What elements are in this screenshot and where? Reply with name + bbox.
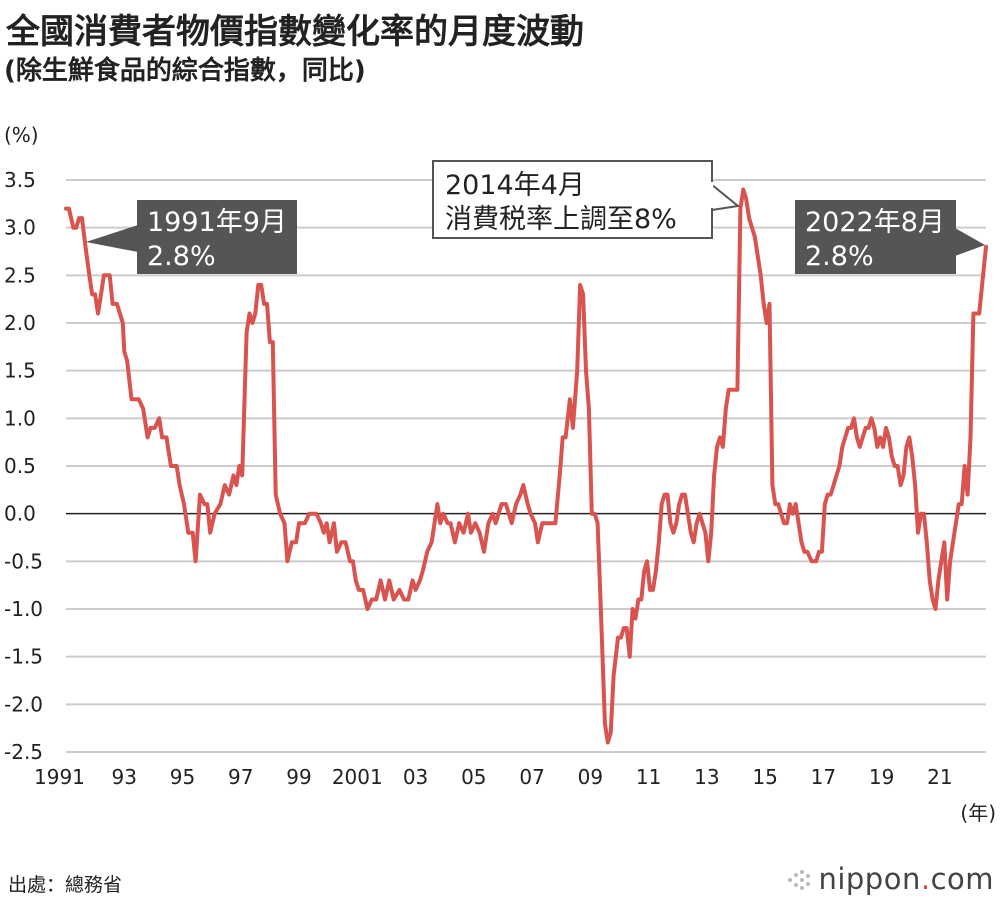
x-tick-label: 95 — [170, 765, 195, 789]
y-tick-label: -0.5 — [4, 549, 43, 573]
y-tick-label: -2.5 — [4, 740, 43, 764]
x-axis-label: (年) — [960, 801, 996, 825]
line-chart: (%) 3.5 3.0 2.5 2.0 1.5 1.0 0.5 0.0 -0.5 -1.0 -1.5… — [4, 123, 996, 825]
y-tick-label: 2.5 — [4, 263, 36, 287]
x-tick-label: 93 — [112, 765, 137, 789]
y-tick-label: -1.5 — [4, 645, 43, 669]
annotation-1991-line1: 1991年9月 — [147, 207, 287, 238]
nippon-logo: nippon.com — [786, 862, 994, 896]
x-tick-label: 07 — [519, 765, 544, 789]
annotation-2022-line1: 2022年8月 — [805, 207, 945, 238]
logo-dot: . — [920, 862, 931, 896]
annotation-2022-line2: 2.8% — [805, 241, 874, 272]
y-tick-label: 3.5 — [4, 168, 36, 192]
annotation-1991: 1991年9月 2.8% — [86, 200, 297, 274]
x-tick-label: 19 — [869, 765, 894, 789]
y-tick-labels: 3.5 3.0 2.5 2.0 1.5 1.0 0.5 0.0 -0.5 -1.0 -1.5 -2.0… — [4, 168, 43, 764]
logo-text: nippon — [818, 862, 921, 896]
y-tick-label: 1.0 — [4, 406, 36, 430]
x-tick-label: 99 — [286, 765, 311, 789]
x-tick-label: 09 — [578, 765, 603, 789]
x-tick-label: 03 — [403, 765, 428, 789]
x-tick-label: 21 — [927, 765, 952, 789]
gridlines — [66, 179, 986, 753]
chart-subtitle: (除生鮮食品的綜合指數，同比) — [4, 56, 366, 86]
x-tick-label: 05 — [461, 765, 486, 789]
annotation-2022-pointer — [955, 228, 985, 256]
y-tick-label: -2.0 — [4, 692, 43, 716]
y-tick-label: 0.0 — [4, 502, 36, 526]
y-tick-label: -1.0 — [4, 597, 43, 621]
annotation-2022: 2022年8月 2.8% — [795, 200, 985, 274]
x-tick-labels: 1991 93 95 97 99 2001 03 05 07 09 11 13 15 17 19 21 — [34, 765, 953, 789]
annotation-2014-line1: 2014年4月 — [445, 170, 585, 201]
x-tick-label: 15 — [752, 765, 777, 789]
x-tick-label: 97 — [228, 765, 253, 789]
annotation-1991-box — [137, 200, 297, 274]
x-tick-label: 2001 — [332, 765, 383, 789]
y-tick-label: 0.5 — [4, 454, 36, 478]
y-tick-label: 2.0 — [4, 311, 36, 335]
y-axis-label: (%) — [4, 123, 39, 147]
x-tick-label: 13 — [694, 765, 719, 789]
annotation-1991-line2: 2.8% — [147, 241, 216, 272]
logo-mark-icon — [788, 870, 811, 890]
x-tick-label: 17 — [811, 765, 836, 789]
chart-title: 全國消費者物價指數變化率的月度波動 — [6, 12, 584, 52]
annotation-2014-pointer — [705, 179, 741, 211]
source-note: 出處：總務省 — [8, 874, 123, 896]
x-tick-label: 1991 — [34, 765, 85, 789]
y-tick-label: 1.5 — [4, 359, 36, 383]
logo-tld: com — [930, 862, 994, 896]
series-line — [64, 187, 988, 745]
annotation-2014-line2: 消費税率上調至8% — [445, 204, 677, 235]
annotation-2014: 2014年4月 消費税率上調至8% — [432, 160, 741, 239]
annotation-1991-pointer — [86, 225, 138, 252]
x-tick-label: 11 — [636, 765, 661, 789]
y-tick-label: 3.0 — [4, 216, 36, 240]
annotation-2022-box — [795, 200, 956, 274]
